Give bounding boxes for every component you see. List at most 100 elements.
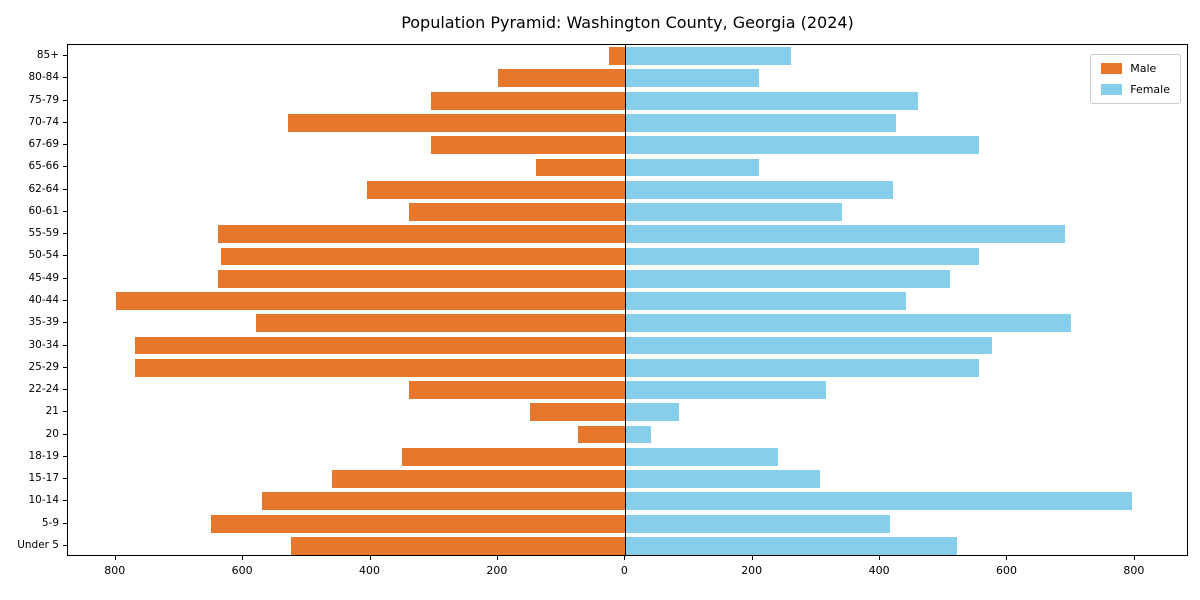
bar-female-60-61 <box>625 203 842 221</box>
plot-area: Male Female <box>67 44 1188 556</box>
y-tick-mark <box>63 344 67 346</box>
xtick-label-400-2: 400 <box>359 564 381 577</box>
y-axis-tick-labels: 85+ 80-84 75-79 70-74 67-69 65-66 62-64 60-61 55… <box>0 0 59 600</box>
bar-male-18-19 <box>402 447 626 466</box>
bar-female-55-59 <box>625 225 1065 244</box>
y-tick-mark <box>63 522 67 524</box>
bar-male-25-29 <box>134 358 626 377</box>
ytick-label-25-29: 25-29 <box>28 360 59 373</box>
bar-male-15-17 <box>332 470 626 488</box>
bar-female-67-69 <box>625 136 979 155</box>
xtick-label-200-5: 200 <box>741 564 763 577</box>
ytick-label-60-61: 60-61 <box>28 204 59 217</box>
x-tick-mark <box>114 556 116 560</box>
bar-female-50-54 <box>625 247 979 266</box>
female-legend-label: Female <box>1130 83 1170 96</box>
ytick-label-21: 21 <box>45 405 59 418</box>
bar-male-35-39 <box>255 314 626 333</box>
y-tick-mark <box>63 77 67 79</box>
bar-female-25-29 <box>625 358 979 377</box>
xtick-label-600-7: 600 <box>995 564 1017 577</box>
ytick-label-67-69: 67-69 <box>28 138 59 151</box>
bar-female-65-66 <box>625 158 760 177</box>
bar-male-60-61 <box>408 203 626 221</box>
xtick-label-400-6: 400 <box>868 564 890 577</box>
y-tick-mark <box>63 389 67 391</box>
bar-female-under-5 <box>625 536 957 555</box>
y-tick-mark <box>63 99 67 101</box>
zero-axis-line <box>625 45 627 555</box>
ytick-label-5-9: 5-9 <box>41 516 59 529</box>
bar-male-70-74 <box>287 114 626 132</box>
bar-male-62-64 <box>367 180 626 199</box>
x-tick-mark <box>369 556 371 560</box>
y-tick-mark <box>63 300 67 301</box>
bar-male-22-24 <box>408 381 626 399</box>
x-tick-mark <box>496 556 498 560</box>
y-tick-mark <box>63 366 67 368</box>
ytick-label-40-44: 40-44 <box>28 294 59 306</box>
ytick-label-10-14: 10-14 <box>28 494 59 507</box>
bar-female-85+ <box>625 47 791 66</box>
bar-female-70-74 <box>625 114 896 132</box>
bar-male-67-69 <box>431 136 626 155</box>
male-legend-label: Male <box>1130 62 1157 75</box>
ytick-label-70-74: 70-74 <box>28 115 59 128</box>
x-tick-mark <box>879 556 881 560</box>
bar-female-20 <box>625 425 651 444</box>
xtick-label-600-1: 600 <box>231 564 253 577</box>
bar-male-10-14 <box>262 492 626 511</box>
bar-male-55-59 <box>217 225 626 244</box>
y-tick-mark <box>63 544 67 546</box>
ytick-label-under-5: Under 5 <box>17 538 59 551</box>
ytick-label-18-19: 18-19 <box>28 449 59 462</box>
legend-item-male: Male <box>1101 62 1170 75</box>
ytick-label-55-59: 55-59 <box>28 227 59 240</box>
y-tick-mark <box>63 210 67 212</box>
y-tick-mark <box>63 121 67 123</box>
y-tick-mark <box>63 433 67 435</box>
bar-male-75-79 <box>431 91 626 110</box>
bar-male-5-9 <box>211 514 626 533</box>
bar-female-75-79 <box>625 91 919 110</box>
bar-female-18-19 <box>625 447 779 466</box>
y-tick-mark <box>63 188 67 190</box>
x-tick-mark <box>624 556 626 560</box>
bar-female-40-44 <box>625 292 906 310</box>
bar-female-21 <box>625 403 680 422</box>
ytick-label-30-34: 30-34 <box>28 338 59 351</box>
bar-female-30-34 <box>625 336 992 355</box>
y-tick-mark <box>63 455 67 457</box>
female-legend-swatch <box>1101 84 1123 95</box>
bar-male-50-54 <box>220 247 626 266</box>
bar-male-30-34 <box>134 336 626 355</box>
ytick-label-45-49: 45-49 <box>28 271 59 284</box>
bar-male-45-49 <box>217 269 626 288</box>
bar-female-15-17 <box>625 470 820 488</box>
bar-male-85+ <box>609 47 626 66</box>
bar-male-21 <box>529 403 626 422</box>
ytick-label-62-64: 62-64 <box>28 182 59 195</box>
bar-female-62-64 <box>625 180 893 199</box>
male-legend-swatch <box>1101 63 1123 74</box>
y-tick-mark <box>63 277 67 279</box>
x-tick-mark <box>751 556 753 560</box>
bar-female-80-84 <box>625 69 760 88</box>
x-tick-mark <box>1006 556 1008 560</box>
xtick-label-800-0: 800 <box>104 564 126 577</box>
legend-item-female: Female <box>1101 83 1170 96</box>
y-tick-mark <box>63 322 67 324</box>
ytick-label-22-24: 22-24 <box>28 383 59 396</box>
ytick-label-75-79: 75-79 <box>28 93 59 106</box>
bar-female-10-14 <box>625 492 1132 511</box>
y-tick-mark <box>63 233 67 235</box>
bar-male-20 <box>577 425 626 444</box>
bar-female-35-39 <box>625 314 1072 333</box>
bar-male-80-84 <box>497 69 626 88</box>
bar-female-45-49 <box>625 269 951 288</box>
legend: Male Female <box>1090 54 1181 104</box>
chart-title: Population Pyramid: Washington County, G… <box>401 13 854 32</box>
ytick-label-65-66: 65-66 <box>28 160 59 173</box>
y-tick-mark <box>63 55 67 57</box>
